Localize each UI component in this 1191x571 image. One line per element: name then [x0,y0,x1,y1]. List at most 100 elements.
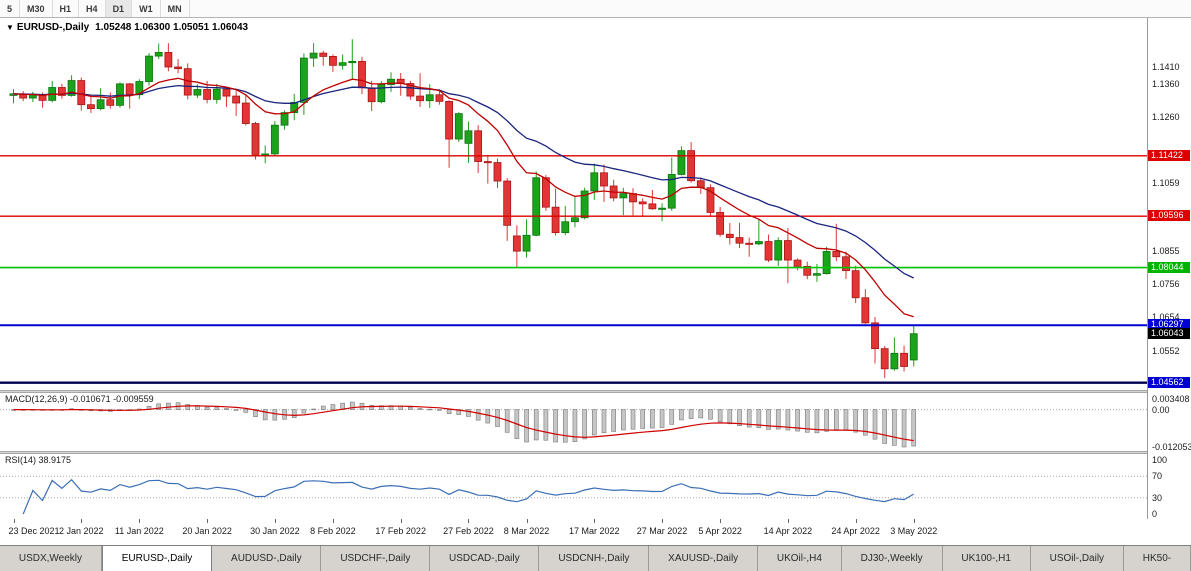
candle [348,39,357,79]
price-axis-label: 1.1360 [1152,78,1180,89]
chart-tab-usdcad-daily[interactable]: USDCAD-,Daily [430,546,540,571]
price-scale[interactable]: 1.1410 1.1360 1.1260 1.1059 1.0855 1.0756 1.06… [1148,18,1191,519]
macd-histogram-bar [688,409,694,419]
chart-tab-usoil-daily[interactable]: USOil-,Daily [1031,546,1124,571]
candle [251,121,260,160]
macd-histogram-bar [640,409,646,429]
time-axis-label: 14 Apr 2022 [763,526,813,536]
macd-signal-line [13,405,914,442]
macd-histogram-bar [630,409,636,430]
macd-histogram-bar [224,408,229,410]
macd-histogram-bar [717,409,723,423]
timeframe-button-5[interactable]: 5 [0,0,21,17]
time-axis-tick [720,519,722,523]
candle [28,91,37,103]
candle [851,265,860,304]
candle [135,79,144,100]
candle [290,93,299,121]
timeframe-button-h4[interactable]: H4 [79,0,106,17]
timeframe-button-mn[interactable]: MN [160,0,190,17]
price-axis-label: 100 [1152,455,1168,465]
timeframe-button-d1[interactable]: D1 [105,0,133,17]
candle [774,237,783,267]
price-level-badge: 1.06297 [1148,319,1190,331]
chart-tab-dj30-weekly[interactable]: DJ30-,Weekly [842,546,943,571]
macd-histogram-bar [582,409,587,440]
time-axis[interactable]: 23 Dec 2021 2 Jan 2022 11 Jan 2022 20 Jan 2… [0,519,1191,545]
candle [745,237,754,257]
candle [861,289,870,324]
candle [667,157,676,211]
macd-histogram-bar [775,409,781,430]
candle [435,89,444,105]
time-axis-label: 3 May 2022 [890,526,938,536]
macd-histogram-bar [466,409,471,417]
candle [9,89,18,104]
macd-histogram-bar [833,409,839,431]
candle [387,72,395,93]
time-axis-label: 27 Mar 2022 [636,526,688,536]
time-axis-tick [332,519,334,523]
macd-histogram-bar [369,405,374,410]
candle [58,83,66,99]
candle [590,163,599,200]
rsi-panel-splitter[interactable] [0,451,1191,454]
chart-tab-usdchf-daily[interactable]: USDCHF-,Daily [321,546,431,571]
chart-tab-usdcnh-daily[interactable]: USDCNH-,Daily [539,546,650,571]
macd-panel-splitter[interactable] [0,390,1191,393]
macd-histogram-bar [766,409,771,430]
chart-tab-xauusd-daily[interactable]: XAUUSD-,Daily [649,546,759,571]
macd-histogram-bar [272,409,278,421]
candle [842,251,850,279]
macd-histogram-bar [591,409,597,436]
chart-tab-uk100-h1[interactable]: UK100-,H1 [943,546,1031,571]
rsi-line [22,478,914,515]
candle [609,179,618,202]
macd-chart-canvas[interactable] [0,393,1147,451]
candle [174,59,182,74]
chart-tab-ukoil-h4[interactable]: UKOil-,H4 [758,546,842,571]
macd-histogram-bar [679,409,684,421]
macd-histogram-bar [291,409,297,418]
time-axis-tick [787,519,789,523]
candle [145,53,153,86]
time-axis-tick [274,519,276,523]
macd-histogram-bar [437,409,442,411]
candle [483,154,492,184]
macd-name: MACD(12,26,9) [5,394,68,404]
macd-histogram-bar [824,409,829,432]
candle [551,188,560,236]
macd-histogram-bar [562,409,568,443]
chart-tab-eurusd-daily[interactable]: EURUSD-,Daily [101,546,213,571]
macd-histogram-bar [349,401,355,410]
time-axis-label: 27 Feb 2022 [443,526,494,536]
candle [542,175,550,211]
candle [677,146,686,176]
current-price-badge: 1.06043 [1148,327,1190,339]
timeframe-button-w1[interactable]: W1 [132,0,161,17]
candle [454,112,463,143]
macd-histogram-bar [698,409,704,419]
candle [48,80,57,103]
price-level-badge: 1.08044 [1148,261,1190,273]
chart-tab-usdx-weekly[interactable]: USDX,Weekly [0,546,102,571]
candle [503,178,512,241]
rsi-chart-canvas[interactable] [0,454,1147,519]
macd-histogram-bar [669,409,675,425]
moving-average-line [13,84,914,279]
price-chart-canvas[interactable] [0,18,1147,390]
macd-histogram-bar [543,409,549,441]
macd-histogram-bar [853,409,858,433]
macd-histogram-bar [408,406,413,410]
time-axis-tick [81,519,83,523]
timeframe-button-h1[interactable]: H1 [52,0,80,17]
chart-tab-audusd-daily[interactable]: AUDUSD-,Daily [212,546,322,571]
chart-tab-hk50[interactable]: HK50- [1124,546,1191,571]
chart-dropdown-icon[interactable]: ▼ [6,23,14,32]
timeframe-button-m30[interactable]: M30 [20,0,53,17]
macd-histogram-bar [330,404,336,410]
candle [445,100,454,168]
time-axis-tick [526,519,528,523]
candle [309,43,318,67]
macd-histogram-bar [301,409,307,414]
